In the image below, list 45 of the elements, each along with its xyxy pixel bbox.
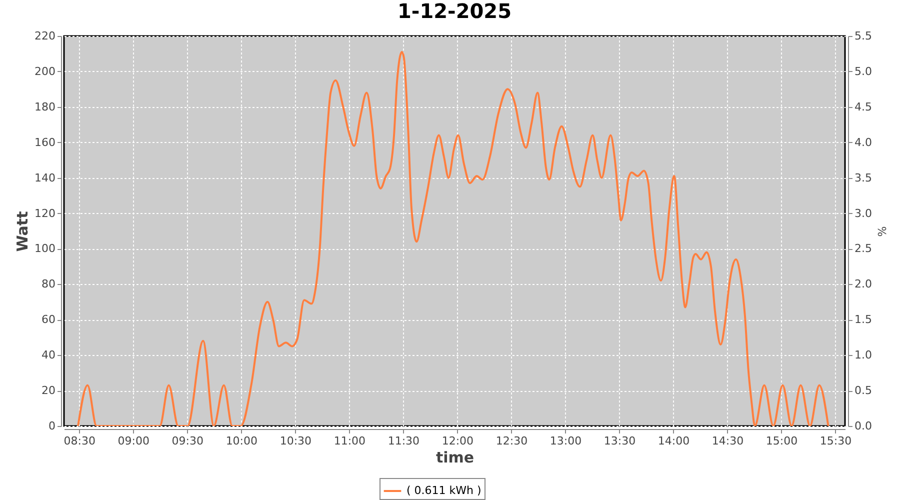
y2-tick-label: 2.5 <box>854 242 872 256</box>
x-tick-label: 11:30 <box>388 434 420 448</box>
y-tick-label: 80 <box>42 278 56 291</box>
y-tick-label: 200 <box>34 64 56 78</box>
y-tick-label: 140 <box>34 171 56 184</box>
line-series <box>77 50 830 426</box>
y-tick-label: 40 <box>42 348 56 362</box>
y2-tick-label: 2.0 <box>854 278 872 291</box>
y2-tick-label: 0.5 <box>854 384 872 398</box>
x-tick-label: 09:30 <box>172 434 204 448</box>
y2-tick-label: 3.0 <box>854 206 872 220</box>
y-tick-label: 100 <box>34 242 56 256</box>
y2-tick-label: 5.0 <box>854 64 872 78</box>
y-tick-label: 180 <box>34 100 56 114</box>
x-tick-label: 12:00 <box>442 434 474 448</box>
y2-tick-label: 4.5 <box>854 100 872 114</box>
y2-axis-title: % <box>874 226 888 237</box>
y-tick-label: 220 <box>34 30 56 42</box>
chart-title: 1-12-2025 <box>397 0 512 23</box>
x-tick-label: 14:00 <box>658 434 690 448</box>
y-tick-label: 0 <box>48 420 56 432</box>
y2-tick-label: 3.5 <box>854 171 872 184</box>
x-tick-label: 10:30 <box>280 434 312 448</box>
y2-tick-label: 4.0 <box>854 136 872 149</box>
y-tick-label: 120 <box>34 206 56 220</box>
x-tick-label: 10:00 <box>226 434 258 448</box>
y-tick-label: 20 <box>42 384 56 398</box>
x-tick-label: 14:30 <box>712 434 744 448</box>
y2-tick-label: 0.0 <box>854 420 872 432</box>
x-axis-title: time <box>436 448 474 466</box>
y2-tick-label: 1.5 <box>854 313 872 326</box>
y-axis-title: Watt <box>14 211 32 252</box>
y-tick-label: 160 <box>34 136 56 149</box>
legend-label: ( 0.611 kWh ) <box>406 484 482 497</box>
x-tick-label: 15:00 <box>766 434 798 448</box>
x-tick-label: 15:30 <box>820 434 852 448</box>
x-tick-label: 13:00 <box>550 434 582 448</box>
y-tick-label: 60 <box>42 313 56 326</box>
x-tick-label: 13:30 <box>604 434 636 448</box>
x-tick-label: 12:30 <box>496 434 528 448</box>
x-tick-label: 11:00 <box>334 434 366 448</box>
y2-tick-label: 5.5 <box>854 30 872 42</box>
x-tick-label: 08:30 <box>64 434 96 448</box>
x-tick-label: 09:00 <box>118 434 150 448</box>
y2-tick-label: 1.0 <box>854 348 872 362</box>
